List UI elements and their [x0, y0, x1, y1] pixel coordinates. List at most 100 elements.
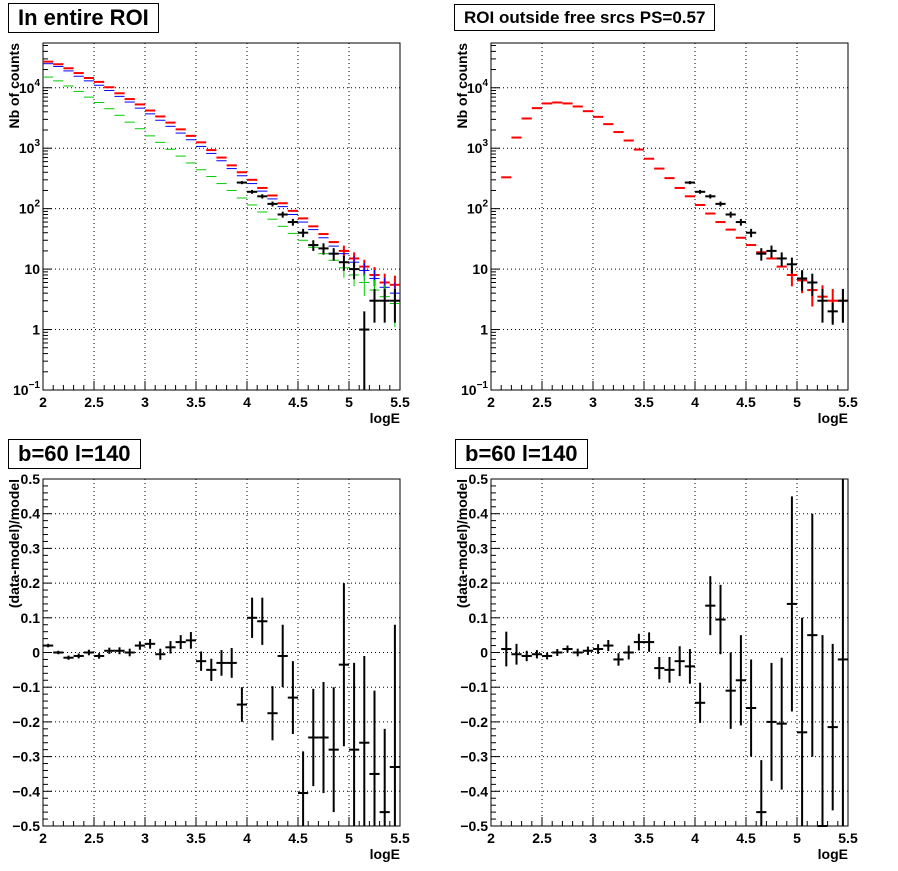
data-point — [827, 302, 838, 325]
x-tick-label: 4.5 — [288, 394, 308, 410]
x-tick-label: 3.5 — [186, 394, 206, 410]
x-tick-label: 2 — [39, 830, 47, 846]
data-point — [511, 643, 522, 665]
data-point — [338, 583, 349, 747]
data-point — [369, 288, 380, 323]
x-tick-label: 2.5 — [84, 830, 104, 846]
data-point — [644, 632, 655, 652]
x-tick-label: 2.5 — [84, 394, 104, 410]
plot-frame — [490, 478, 849, 827]
data-point — [766, 662, 777, 781]
data-point — [114, 647, 125, 655]
y-tick-label: −0.5 — [460, 818, 488, 834]
panel-title-residual-right: b=60 l=140 — [455, 439, 588, 469]
data-point — [807, 273, 818, 296]
data-point — [786, 496, 797, 712]
plot-frame — [490, 42, 849, 391]
y-tick-label: −0.5 — [12, 818, 40, 834]
data-point — [837, 288, 848, 323]
data-point — [664, 657, 675, 683]
x-tick-label: 2.5 — [532, 830, 552, 846]
data-point — [786, 257, 797, 274]
plot-frame — [42, 478, 401, 827]
data-point — [369, 690, 380, 826]
data-point — [817, 635, 828, 827]
data-point — [695, 682, 706, 723]
data-series — [43, 60, 400, 300]
data-point — [277, 624, 288, 688]
data-point — [379, 728, 390, 826]
y-tick-label: 104 — [467, 78, 489, 96]
data-point — [185, 632, 196, 649]
x-tick-label: 5 — [793, 830, 801, 846]
data-point — [287, 661, 298, 735]
y-tick-label: 10 — [24, 261, 40, 277]
x-tick-label: 3 — [589, 394, 597, 410]
data-point — [63, 655, 74, 660]
x-tick-label: 3.5 — [186, 830, 206, 846]
x-tick-label: 4.5 — [288, 830, 308, 846]
x-tick-label: 4 — [691, 394, 699, 410]
x-axis-label: logE — [370, 846, 400, 862]
data-point — [236, 687, 247, 722]
data-point — [531, 650, 542, 659]
data-point — [735, 218, 746, 226]
data-point — [165, 641, 176, 654]
data-series — [43, 76, 400, 328]
y-tick-label: −0.2 — [12, 714, 40, 730]
y-tick-label: 102 — [19, 199, 41, 217]
data-point — [206, 658, 217, 681]
y-axis-label: Nb of counts — [454, 43, 470, 129]
x-tick-label: 5 — [345, 394, 353, 410]
data-point — [287, 218, 298, 226]
data-point — [277, 211, 288, 218]
data-point — [104, 647, 115, 654]
data-point — [73, 653, 84, 659]
x-tick-label: 5 — [793, 394, 801, 410]
y-tick-label: 0.1 — [469, 610, 489, 626]
data-point — [837, 479, 848, 826]
data-point — [318, 243, 329, 255]
x-tick-label: 4.5 — [736, 830, 756, 846]
data-point — [776, 252, 787, 267]
data-point — [236, 181, 247, 185]
x-tick-label: 5 — [345, 830, 353, 846]
y-tick-label: 0.3 — [469, 540, 489, 556]
data-point — [572, 648, 583, 657]
data-point — [389, 288, 400, 323]
x-tick-label: 5.5 — [838, 394, 858, 410]
data-point — [797, 270, 808, 291]
data-point — [94, 653, 105, 659]
x-tick-label: 4 — [691, 830, 699, 846]
data-point — [654, 657, 665, 680]
y-tick-label: 103 — [19, 138, 41, 156]
data-point — [735, 635, 746, 726]
data-series — [43, 63, 400, 312]
y-tick-label: −0.1 — [12, 679, 40, 695]
data-point — [308, 240, 319, 251]
y-tick-label: −0.2 — [460, 714, 488, 730]
panel-counts-entire-roi: 2 2.5 3 3.5 4 4.5 5 5.5 10−1 1 10 102 103 104 logE Nb o… — [6, 42, 410, 426]
data-point — [715, 584, 726, 655]
data-point — [53, 650, 64, 655]
data-point — [83, 649, 94, 656]
data-point — [196, 651, 207, 671]
data-point — [817, 288, 828, 323]
x-tick-label: 3.5 — [634, 830, 654, 846]
y-axis-label: (data-model)/model — [454, 479, 470, 608]
data-point — [797, 617, 808, 826]
x-tick-label: 3.5 — [634, 394, 654, 410]
panel-title-outside-free-srcs: ROI outside free srcs PS=0.57 — [454, 4, 716, 31]
y-tick-label: 0.3 — [21, 540, 41, 556]
data-point — [359, 655, 370, 826]
x-tick-label: 2 — [39, 394, 47, 410]
data-point — [43, 643, 54, 648]
panel-residual-left: 2 2.5 3 3.5 4 4.5 5 5.5 −0.5 −0.4 −0.3 −0.2 −0.1 0 0.1… — [6, 471, 410, 862]
x-tick-label: 2.5 — [532, 394, 552, 410]
data-point — [145, 638, 156, 649]
x-axis-label: logE — [370, 410, 400, 426]
data-point — [124, 648, 135, 657]
y-tick-label: 0.2 — [469, 575, 489, 591]
data-series — [43, 583, 400, 826]
y-tick-label: −0.4 — [460, 783, 488, 799]
